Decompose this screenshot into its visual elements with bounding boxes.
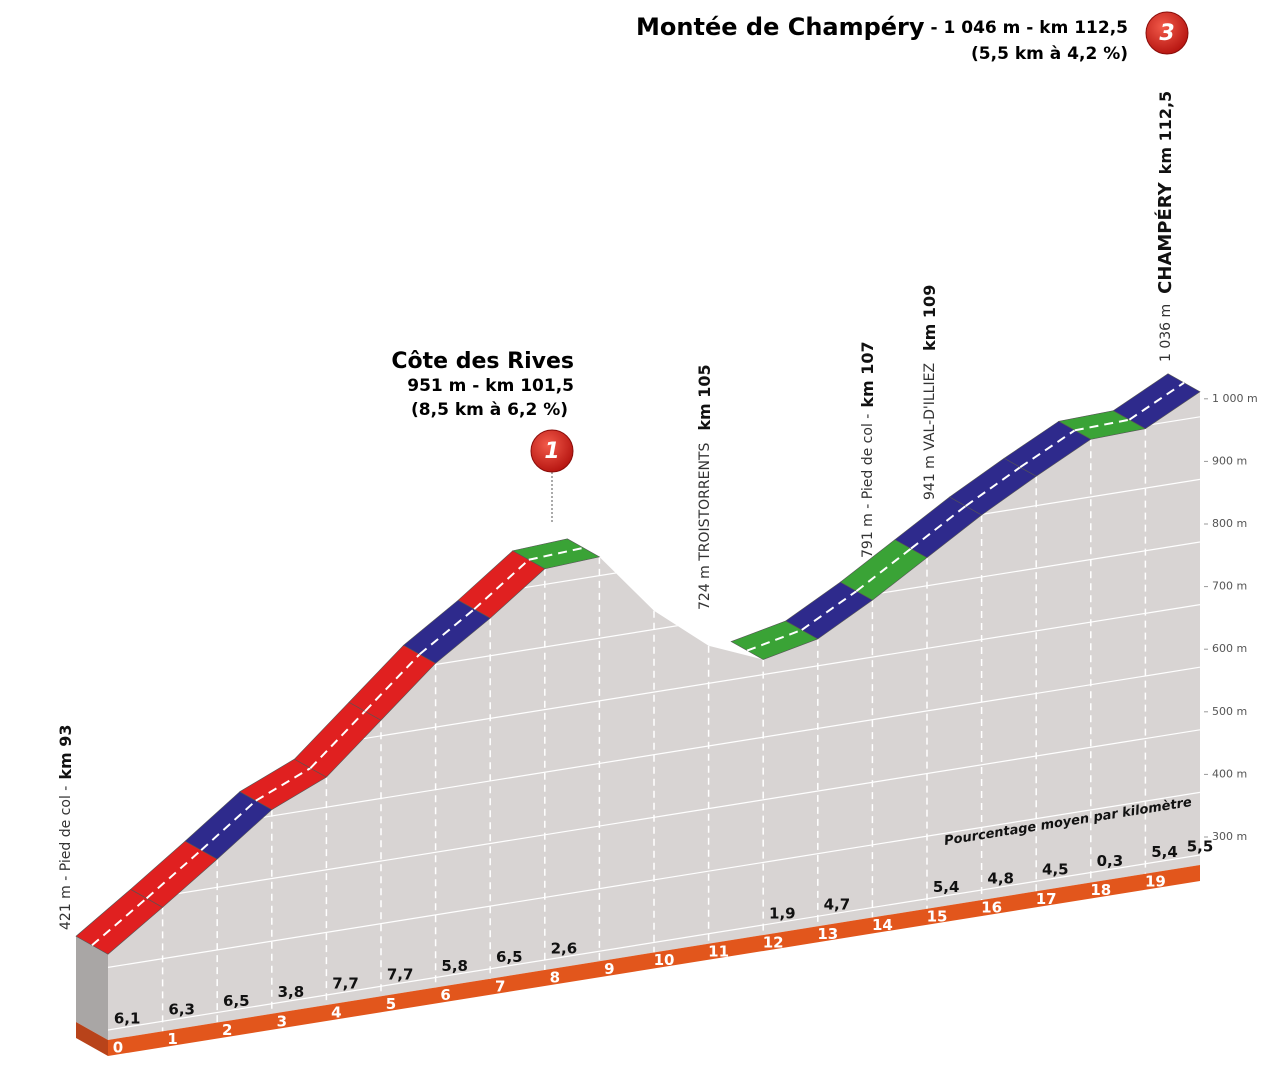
band-dash [965, 466, 1021, 507]
y-tick-label: 900 m [1212, 454, 1247, 467]
gradient-label: 7,7 [332, 974, 359, 992]
waypoint-text: 941 m VAL-D'ILLIEZ [922, 363, 938, 500]
waypoint-km: km 105 [695, 364, 714, 430]
band-dash [145, 849, 202, 900]
km-label: 10 [654, 951, 675, 969]
y-tick-label: 1 000 m [1212, 392, 1258, 405]
waypoint: 724 m TROISTORRENTS km 105 [695, 364, 714, 610]
waypoint-text: 791 m - Pied de col - [860, 414, 876, 558]
left-side [76, 936, 108, 1040]
title-detail: - 1 046 m - km 112,5 [931, 18, 1128, 38]
gradient-label: 6,5 [223, 992, 250, 1010]
waypoint-text: 1 036 m [1158, 304, 1174, 362]
band-dash [1128, 381, 1185, 421]
gradient-label: 6,5 [496, 948, 523, 966]
gradient-label: 0,3 [1097, 852, 1124, 870]
km-label: 8 [550, 969, 560, 987]
band-dash [910, 505, 967, 550]
band-dash [200, 799, 257, 851]
band-dash [1074, 418, 1130, 432]
km-label: 14 [872, 916, 893, 934]
km-label: 7 [495, 977, 505, 995]
waypoint-km: km 93 [56, 725, 75, 780]
gradient-label: 4,8 [987, 869, 1014, 887]
waypoint-km: km 107 [858, 341, 877, 407]
band-dash [528, 546, 584, 561]
climb-sub: (8,5 km à 6,2 %) [411, 400, 568, 420]
km-strip-side [76, 1022, 108, 1056]
title-name: Montée de Champéry [636, 13, 925, 41]
gradient-label: 2,6 [551, 939, 578, 957]
km-label: 6 [440, 986, 450, 1004]
badge-number: 1 [544, 439, 559, 464]
km-label: 1 [167, 1030, 177, 1048]
band-dash [309, 710, 366, 769]
y-tick-label: 700 m [1212, 580, 1247, 593]
gradient-label: 5,4 [1151, 843, 1178, 861]
gradient-label: 6,3 [168, 1001, 195, 1019]
waypoint-text: 724 m TROISTORRENTS [697, 443, 713, 610]
y-tick-label: 400 m [1212, 767, 1247, 780]
waypoint: 421 m - Pied de col - km 93 [56, 725, 75, 931]
waypoint-name: CHAMPÉRY [1154, 181, 1176, 293]
y-tick-label: 800 m [1212, 517, 1247, 530]
band-dash [746, 628, 803, 652]
badge-number: 3 [1159, 21, 1174, 46]
km-label: 20 [1200, 864, 1221, 882]
gradient-label: 5,5 [1187, 838, 1214, 856]
gradient-label: 1,9 [769, 904, 796, 922]
waypoint-km: km 109 [920, 285, 939, 351]
band-dash [364, 653, 421, 712]
km-label: 13 [817, 925, 838, 943]
y-tick-label: 300 m [1212, 830, 1247, 843]
badge [530, 429, 574, 473]
band-dash [418, 608, 475, 656]
climb-name: Côte des Rives [391, 349, 574, 374]
gradient-band [511, 538, 601, 570]
title-sub: (5,5 km à 4,2 %) [971, 44, 1128, 64]
band-dash [91, 897, 148, 947]
km-label: 19 [1145, 872, 1166, 890]
gradient-label: 7,7 [387, 966, 414, 984]
km-label: 12 [763, 934, 784, 952]
km-label: 18 [1090, 881, 1111, 899]
km-label: 0 [113, 1039, 123, 1057]
waypoint-km: km 112,5 [1156, 91, 1175, 175]
km-label: 9 [604, 960, 614, 978]
band-dash [255, 767, 311, 802]
gradient-label: 5,8 [441, 957, 468, 975]
band-dash [1019, 429, 1076, 469]
km-label: 17 [1036, 890, 1057, 908]
km-label: 2 [222, 1021, 232, 1039]
grid-line [108, 854, 1200, 1031]
km-strip [108, 865, 1200, 1056]
waypoint-text: 421 m - Pied de col - [58, 786, 74, 930]
waypoint: 941 m VAL-D'ILLIEZ km 109 [920, 285, 939, 500]
gradient-label: 5,4 [933, 878, 960, 896]
km-label: 5 [386, 995, 396, 1013]
band-dash [801, 590, 857, 631]
gradient-label: 4,5 [1042, 861, 1069, 879]
band-dash [473, 559, 530, 610]
waypoint: 1 036 m CHAMPÉRY km 112,5 [1154, 91, 1176, 362]
grid-line [108, 666, 1200, 843]
waypoint: 791 m - Pied de col - km 107 [858, 341, 877, 558]
km-label: 3 [277, 1012, 287, 1030]
gradient-label: 3,8 [278, 983, 305, 1001]
gradient-label: 6,1 [114, 1009, 141, 1027]
km-label: 11 [708, 942, 729, 960]
title: Montée de Champéry - 1 046 m - km 112,5 [636, 13, 1128, 41]
gradient-label: 4,7 [824, 896, 851, 914]
km-label: 15 [927, 907, 948, 925]
climb-detail: 951 m - km 101,5 [407, 376, 574, 396]
km-label: 16 [981, 899, 1002, 917]
band-dash [855, 547, 912, 592]
badge [1145, 11, 1189, 55]
y-tick-label: 500 m [1212, 705, 1247, 718]
y-tick-label: 600 m [1212, 642, 1247, 655]
km-label: 4 [331, 1004, 341, 1022]
